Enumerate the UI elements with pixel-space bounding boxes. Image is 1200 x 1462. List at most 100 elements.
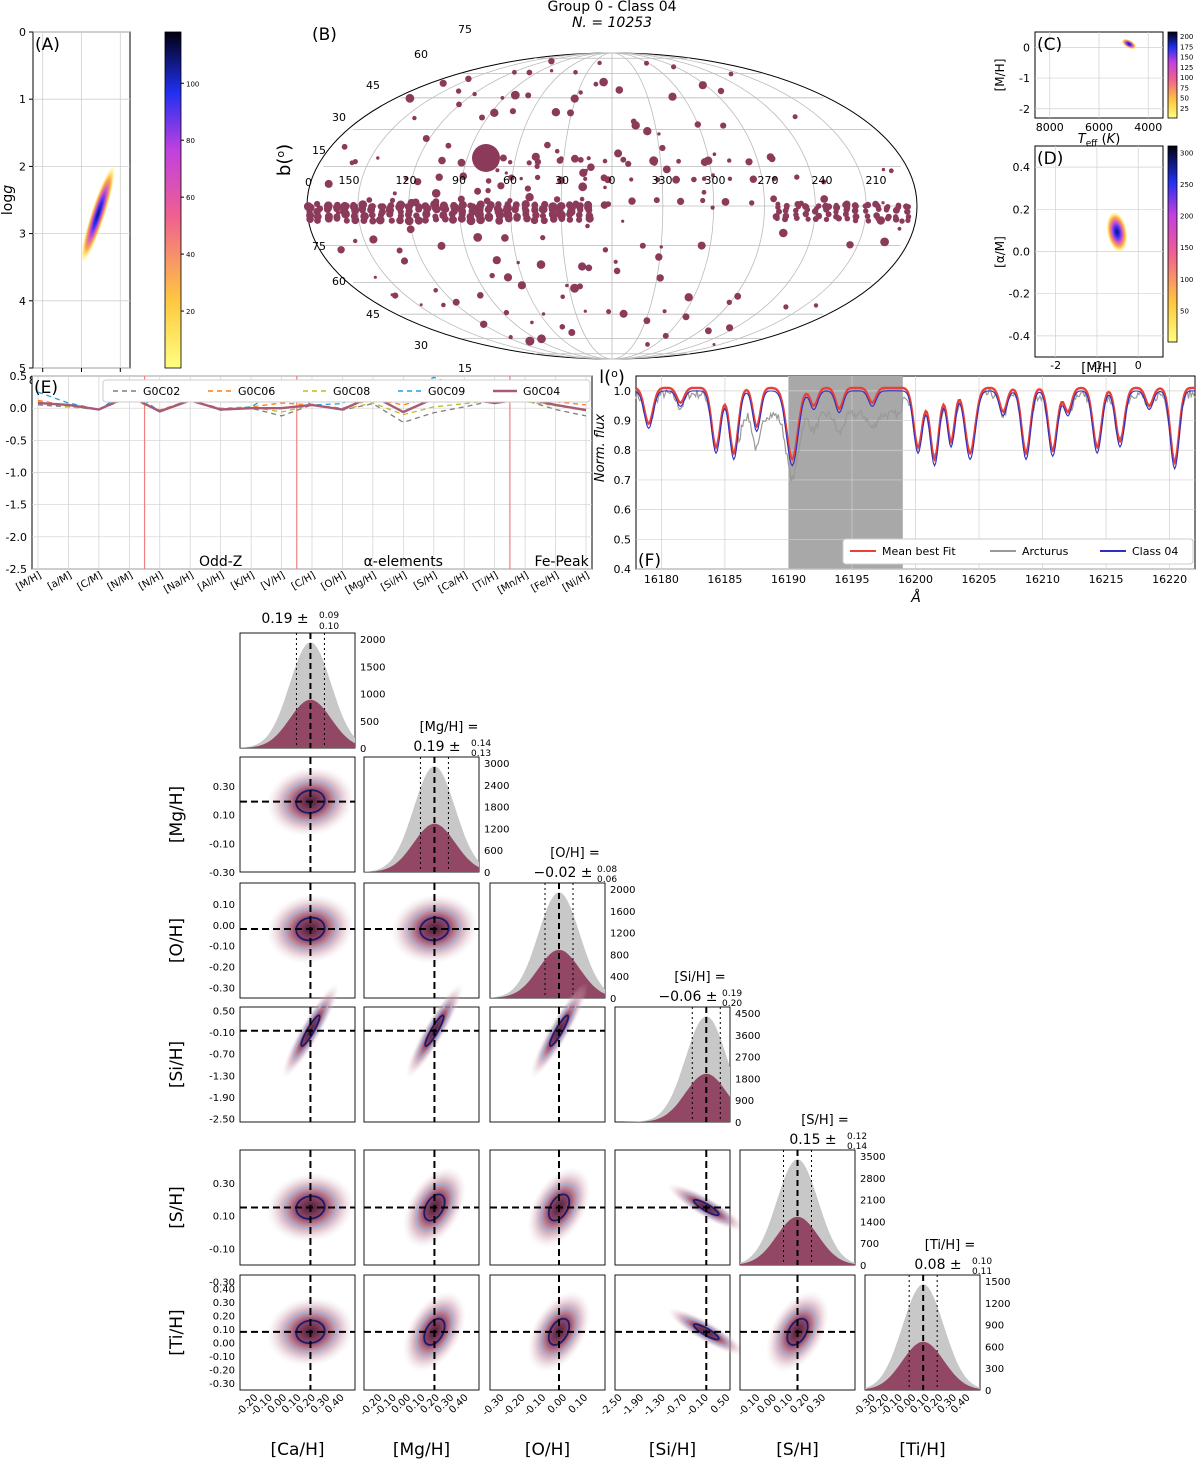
survey-field xyxy=(541,312,546,316)
survey-field xyxy=(485,178,492,184)
survey-field xyxy=(613,259,618,264)
survey-field xyxy=(572,200,580,208)
xtick-label: [V/H] xyxy=(259,570,287,592)
lat-label: 15 xyxy=(312,144,326,157)
survey-field xyxy=(583,176,588,181)
survey-field xyxy=(567,109,574,117)
xtick-label: [Ti/H] xyxy=(471,570,500,593)
ytick-label: 0 xyxy=(19,26,26,39)
survey-field xyxy=(352,159,358,165)
legend-label: Arcturus xyxy=(1022,545,1069,558)
count-tick-label: 0 xyxy=(360,744,366,755)
histogram-class xyxy=(615,1073,730,1122)
survey-field xyxy=(802,210,809,218)
ytick-label: 0.30 xyxy=(213,782,235,793)
ytick-label: 5 xyxy=(19,362,26,375)
survey-field xyxy=(323,205,332,213)
survey-field xyxy=(629,177,634,182)
diag-title-plus: 0.12 xyxy=(847,1132,867,1142)
xtick-label: [S/H] xyxy=(412,570,439,592)
xtick-label: -2 xyxy=(1050,359,1061,372)
survey-field xyxy=(479,114,485,121)
panel-d: (D) -2 -1 0 0.4 0.2 0.0 -0.2 -0.4 [M/H] [α/M] 3… xyxy=(993,145,1193,376)
survey-field xyxy=(419,303,423,307)
panel-e-label: (E) xyxy=(34,378,58,398)
ytick-label: 0.30 xyxy=(213,1298,235,1309)
ytick-label: 0.0 xyxy=(10,402,28,415)
survey-field xyxy=(792,114,798,120)
survey-field xyxy=(351,216,360,225)
survey-field xyxy=(404,176,409,181)
survey-field xyxy=(884,215,891,222)
survey-field xyxy=(711,173,715,178)
diag-title-value: 0.19 ± xyxy=(261,611,308,627)
diag-title-minus: 0.10 xyxy=(319,622,339,632)
count-tick-label: 2400 xyxy=(484,781,509,792)
count-tick-label: 4500 xyxy=(735,1009,760,1020)
survey-field xyxy=(782,216,788,223)
survey-field xyxy=(376,156,380,160)
survey-field xyxy=(863,208,869,214)
count-tick-label: 2800 xyxy=(860,1174,885,1185)
survey-field xyxy=(396,216,404,225)
survey-field xyxy=(698,81,707,90)
ytick-label: -2.0 xyxy=(6,531,27,544)
survey-field xyxy=(892,216,900,223)
diag-title-plus: 0.19 xyxy=(722,989,742,999)
survey-field xyxy=(717,87,725,95)
survey-field xyxy=(499,154,507,162)
survey-field xyxy=(749,200,755,206)
survey-field xyxy=(728,71,734,77)
survey-field xyxy=(341,143,348,150)
diag-title-value: −0.06 ± xyxy=(658,989,717,1005)
survey-field xyxy=(509,108,516,115)
diag-title-name: [Mg/H] = xyxy=(420,720,479,735)
ytick-label: -0.10 xyxy=(209,942,235,953)
survey-field xyxy=(508,335,513,340)
survey-field xyxy=(448,210,456,218)
ytick-label: -1.30 xyxy=(209,1071,235,1082)
survey-field xyxy=(694,121,701,128)
panel-c-grid xyxy=(1035,32,1163,118)
density-contour xyxy=(407,907,461,951)
survey-field xyxy=(577,157,584,163)
ytick-label: 0.30 xyxy=(213,1179,235,1190)
ytick-label: -1 xyxy=(1019,72,1030,85)
survey-field xyxy=(523,214,531,223)
legend-label: Class 04 xyxy=(1132,545,1178,558)
count-tick-label: 1600 xyxy=(610,907,635,918)
survey-field xyxy=(526,69,533,76)
survey-field xyxy=(483,197,491,205)
survey-field xyxy=(599,77,608,87)
survey-field xyxy=(602,158,608,164)
panel-a-colorbar xyxy=(164,31,182,369)
count-tick-label: 1800 xyxy=(735,1074,760,1085)
survey-field xyxy=(366,197,373,203)
survey-field xyxy=(712,343,716,346)
panel-b-label: (B) xyxy=(312,25,337,45)
xtick-label: [O/H] xyxy=(319,570,348,593)
histogram-class xyxy=(364,823,479,872)
survey-field xyxy=(456,101,462,108)
diag-title-plus: 0.08 xyxy=(597,865,617,875)
survey-field xyxy=(578,262,587,271)
survey-field xyxy=(534,158,542,166)
survey-field xyxy=(422,210,431,219)
count-tick-label: 1500 xyxy=(360,662,385,673)
survey-field xyxy=(377,203,385,210)
figure-title-line1: Group 0 - Class 04 xyxy=(547,0,676,15)
lon-label: 300 xyxy=(705,174,726,187)
survey-field xyxy=(727,158,732,163)
corner-ylabel: [Mg/H] xyxy=(167,786,187,843)
survey-field xyxy=(337,246,345,254)
panel-a-density xyxy=(81,166,115,262)
panel-c-ticks: 8000 6000 4000 0 -1 -2 xyxy=(1019,41,1162,134)
survey-field xyxy=(749,175,757,183)
group-label: Odd-Z xyxy=(199,554,242,570)
survey-field xyxy=(823,206,830,213)
survey-field xyxy=(835,215,842,222)
survey-field xyxy=(360,217,368,225)
count-tick-label: 1400 xyxy=(860,1217,885,1228)
cbar-tick-label: 175 xyxy=(1180,43,1193,51)
ytick-label: -1.0 xyxy=(6,467,27,480)
